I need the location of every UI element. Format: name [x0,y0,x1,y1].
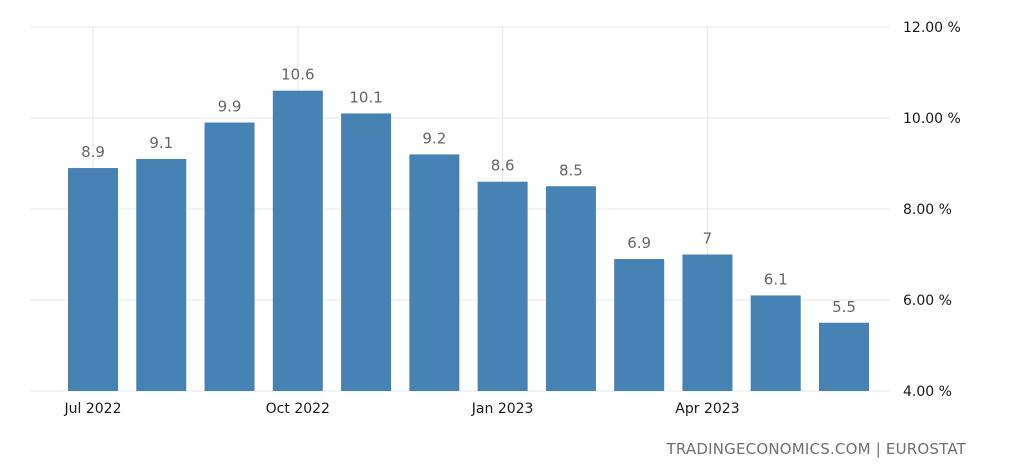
bar-value-label: 9.1 [149,134,173,152]
bar [341,113,392,391]
bar-value-label: 9.9 [218,98,242,116]
bar [272,90,323,391]
y-tick-label: 8.00 % [903,202,952,218]
x-tick-label: Oct 2022 [266,401,330,417]
bar [409,154,460,391]
bar [614,259,665,391]
data-labels: 8.9 9.1 9.9 10.6 10.1 9.2 8.6 8.5 6.9 7 6.1 5.5 [81,66,856,316]
x-tick-label: Jul 2022 [64,401,122,417]
bar [204,122,255,392]
y-tick-label: 10.00 % [903,111,961,127]
bar-value-label: 8.9 [81,143,105,161]
bar-value-label: 6.9 [627,234,651,252]
y-tick-label: 4.00 % [903,384,952,400]
bar [819,322,869,391]
bar-value-label: 9.2 [422,129,446,147]
bar-value-label: 8.5 [559,161,583,179]
bar-value-label: 10.6 [281,66,314,84]
x-tick-label: Apr 2023 [675,401,739,417]
y-tick-label: 12.00 % [903,20,961,36]
bar-value-label: 7 [703,230,713,248]
bar [545,186,596,391]
x-axis: Jul 2022 Oct 2022 Jan 2023 Apr 2023 [64,401,740,417]
bar-value-label: 6.1 [764,270,788,288]
bar-value-label: 5.5 [832,298,856,316]
bar-value-label: 10.1 [349,88,382,106]
source-credit: TRADINGECONOMICS.COM | EUROSTAT [666,440,966,458]
y-axis: 4.00 % 6.00 % 8.00 % 10.00 % 12.00 % [903,20,961,400]
bar-value-label: 8.6 [491,157,515,175]
y-tick-label: 6.00 % [903,293,952,309]
bar [136,158,187,391]
bar [750,295,801,391]
bar [68,168,118,391]
bars [68,90,869,392]
bar [682,254,733,391]
bar [477,181,528,391]
x-tick-label: Jan 2023 [471,401,534,417]
